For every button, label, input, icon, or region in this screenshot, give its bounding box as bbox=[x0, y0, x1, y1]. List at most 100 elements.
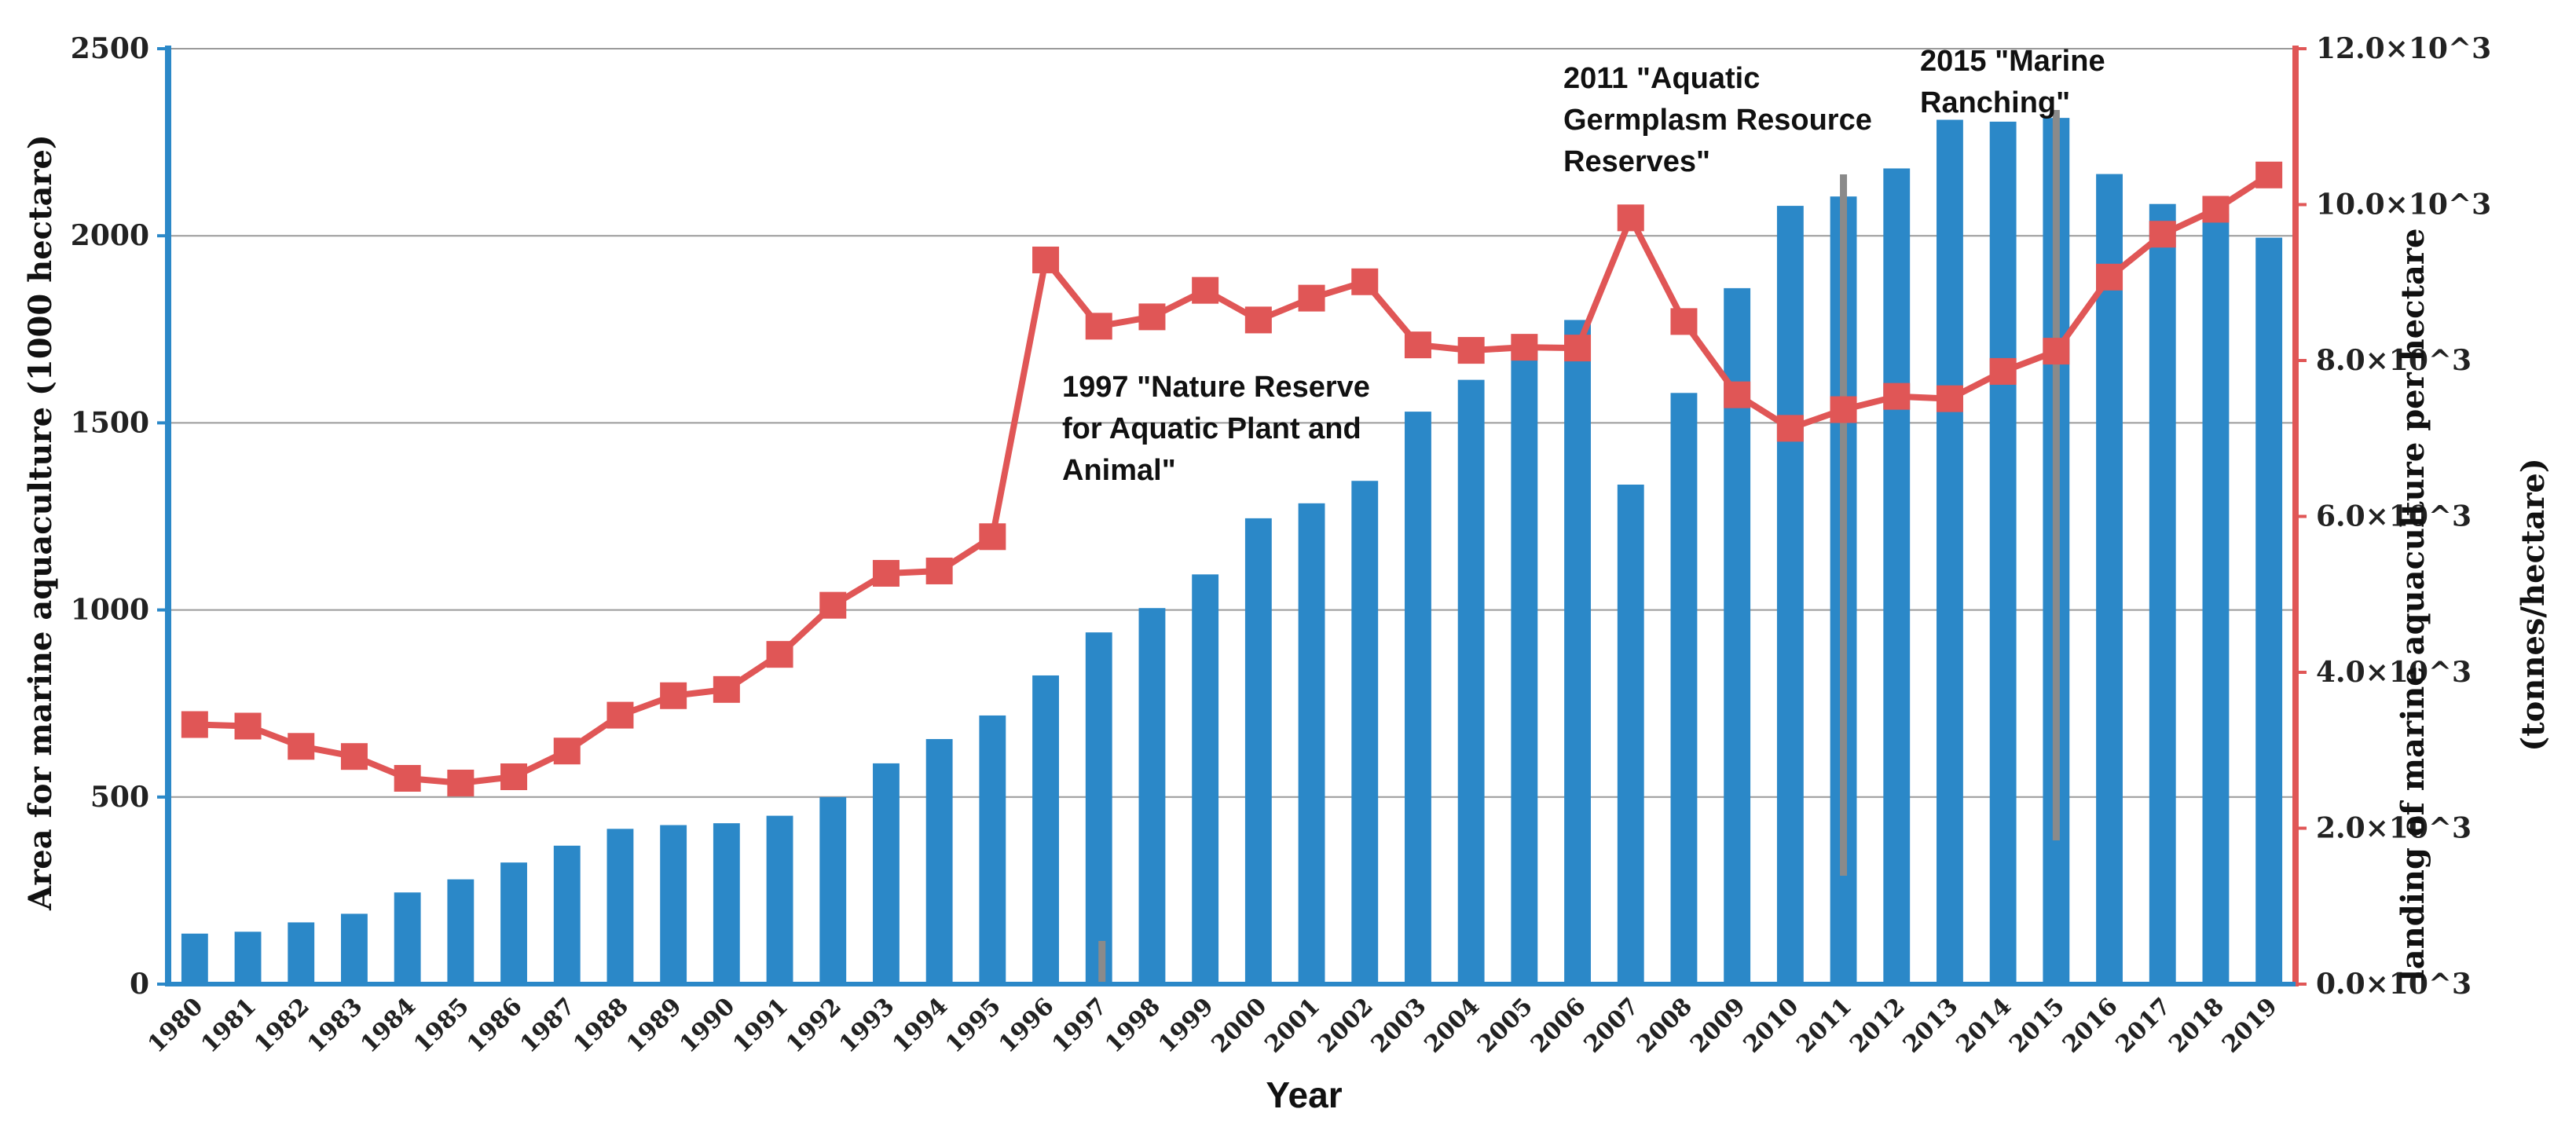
x-tick-label: 2006 bbox=[1526, 993, 1592, 1059]
x-tick-label: 1982 bbox=[249, 993, 315, 1059]
line-series bbox=[181, 161, 2283, 796]
line-marker-2016 bbox=[2096, 263, 2123, 291]
line-marker-2000 bbox=[1244, 306, 1272, 334]
x-tick-label: 2013 bbox=[1898, 993, 1964, 1059]
y-left-tick-label: 500 bbox=[90, 781, 149, 814]
annotation-text-2015: 2015 "Marine bbox=[1920, 45, 2105, 78]
line-marker-2014 bbox=[1989, 357, 2017, 385]
annotation-text-2011: 2011 "Aquatic bbox=[1563, 62, 1760, 95]
x-tick-label: 1991 bbox=[727, 993, 793, 1059]
x-tick-label: 1994 bbox=[888, 993, 954, 1059]
x-tick-label: 2007 bbox=[1579, 993, 1645, 1059]
x-tick-label: 2018 bbox=[2164, 993, 2230, 1059]
x-tick-label: 1995 bbox=[940, 993, 1006, 1059]
x-tick-label: 2017 bbox=[2111, 993, 2177, 1059]
x-tick-label: 1989 bbox=[621, 993, 687, 1059]
annotation-lines bbox=[1098, 110, 2060, 984]
bar-2008 bbox=[1670, 393, 1698, 985]
line-marker-1997 bbox=[1085, 313, 1112, 340]
line-marker-1995 bbox=[979, 523, 1006, 551]
x-tick-label: 1993 bbox=[834, 993, 900, 1059]
y-left-tick-label: 2500 bbox=[71, 32, 149, 65]
x-tick-label: 2004 bbox=[1420, 993, 1486, 1059]
annotation-text-1997: for Aquatic Plant and bbox=[1062, 412, 1361, 445]
line-marker-2009 bbox=[1724, 381, 1751, 408]
bar-1997 bbox=[1085, 632, 1112, 984]
y-left-tick-label: 1000 bbox=[71, 594, 149, 627]
annotation-text-1997: 1997 "Nature Reserve bbox=[1062, 371, 1370, 404]
x-tick-label: 1988 bbox=[568, 993, 634, 1059]
line-marker-1985 bbox=[447, 769, 475, 796]
bar-2006 bbox=[1564, 320, 1591, 984]
y-right-tick-label: 10.0×10^3 bbox=[2316, 188, 2491, 221]
bar-2016 bbox=[2096, 174, 2123, 984]
x-tick-label: 2005 bbox=[1472, 993, 1538, 1059]
line-marker-2018 bbox=[2202, 196, 2230, 223]
bar-2005 bbox=[1511, 348, 1538, 984]
x-tick-label: 2019 bbox=[2217, 993, 2283, 1059]
x-axis-title: Year bbox=[1266, 1074, 1342, 1115]
bar-1993 bbox=[873, 763, 900, 984]
bar-2010 bbox=[1776, 206, 1804, 984]
line-marker-1989 bbox=[660, 682, 687, 709]
bar-2003 bbox=[1405, 412, 1431, 984]
tick-labels: 0 500 1000 1500 2000 2500 0.0×10^3 2.0×10^3 4.0×… bbox=[71, 32, 2491, 1059]
x-tick-label: 2016 bbox=[2058, 993, 2123, 1059]
x-tick-label: 2003 bbox=[1366, 993, 1432, 1059]
line-marker-2006 bbox=[1564, 335, 1592, 362]
line-marker-2008 bbox=[1670, 308, 1698, 335]
x-tick-label: 1996 bbox=[994, 993, 1060, 1059]
bar-1984 bbox=[394, 892, 421, 984]
line-marker-1987 bbox=[553, 738, 581, 765]
line-marker-2005 bbox=[1511, 334, 1538, 361]
bar-2019 bbox=[2255, 237, 2283, 984]
line-marker-2007 bbox=[1617, 204, 1644, 232]
line-marker-2004 bbox=[1457, 337, 1485, 364]
x-tick-label: 2009 bbox=[1685, 993, 1751, 1059]
bar-2001 bbox=[1298, 503, 1325, 984]
y-right-tick-label: 8.0×10^3 bbox=[2316, 344, 2472, 377]
y-left-tick-label: 0 bbox=[130, 968, 149, 1001]
line-marker-1993 bbox=[872, 559, 900, 587]
y-right-tick-label: 2.0×10^3 bbox=[2316, 812, 2472, 845]
line-marker-2015 bbox=[2043, 338, 2070, 365]
y-right-tick-label: 6.0×10^3 bbox=[2316, 500, 2472, 533]
line-marker-1999 bbox=[1192, 276, 1219, 304]
y-right-tick-label: 0.0×10^3 bbox=[2316, 968, 2472, 1001]
annotation-texts: 1997 "Nature Reserve for Aquatic Plant an… bbox=[1062, 45, 2105, 487]
bar-1986 bbox=[500, 862, 527, 984]
y-left-tick-label: 2000 bbox=[71, 219, 149, 252]
line-marker-2019 bbox=[2255, 161, 2283, 188]
line-marker-2017 bbox=[2149, 221, 2176, 248]
bar-1987 bbox=[553, 845, 581, 984]
y-right-tick-label: 12.0×10^3 bbox=[2316, 32, 2491, 65]
bar-2004 bbox=[1457, 379, 1485, 984]
x-tick-label: 1981 bbox=[196, 993, 262, 1059]
line-marker-2013 bbox=[1936, 385, 1963, 412]
bar-2013 bbox=[1937, 119, 1963, 985]
bar-1981 bbox=[234, 932, 262, 984]
annotation-text-2011: Germplasm Resource bbox=[1563, 104, 1872, 137]
bar-1991 bbox=[766, 815, 793, 984]
y-left-axis-title: Area for marine aquaculture (1000 hectar… bbox=[22, 134, 59, 911]
x-tick-label: 1990 bbox=[675, 993, 741, 1059]
x-tick-label: 1987 bbox=[515, 993, 581, 1059]
line-marker-1983 bbox=[340, 743, 368, 770]
y-right-axis-title-line2: (tonnes/hectare) bbox=[2515, 458, 2552, 752]
x-tick-label: 1980 bbox=[143, 993, 209, 1059]
bar-2018 bbox=[2202, 213, 2230, 985]
x-tick-label: 2015 bbox=[2004, 993, 2070, 1059]
line-marker-2010 bbox=[1776, 415, 1804, 442]
x-tick-label: 1985 bbox=[409, 993, 475, 1059]
line-marker-1982 bbox=[288, 733, 315, 760]
x-tick-label: 1998 bbox=[1100, 993, 1166, 1059]
bar-2014 bbox=[1989, 121, 2017, 985]
line-marker-1994 bbox=[925, 557, 953, 584]
line-marker-1996 bbox=[1032, 246, 1060, 273]
bar-1990 bbox=[713, 823, 740, 984]
x-tick-label: 2014 bbox=[1951, 993, 2017, 1059]
line-marker-2001 bbox=[1298, 284, 1325, 312]
y-right-tick-label: 4.0×10^3 bbox=[2316, 656, 2472, 689]
line-marker-1992 bbox=[819, 591, 847, 619]
